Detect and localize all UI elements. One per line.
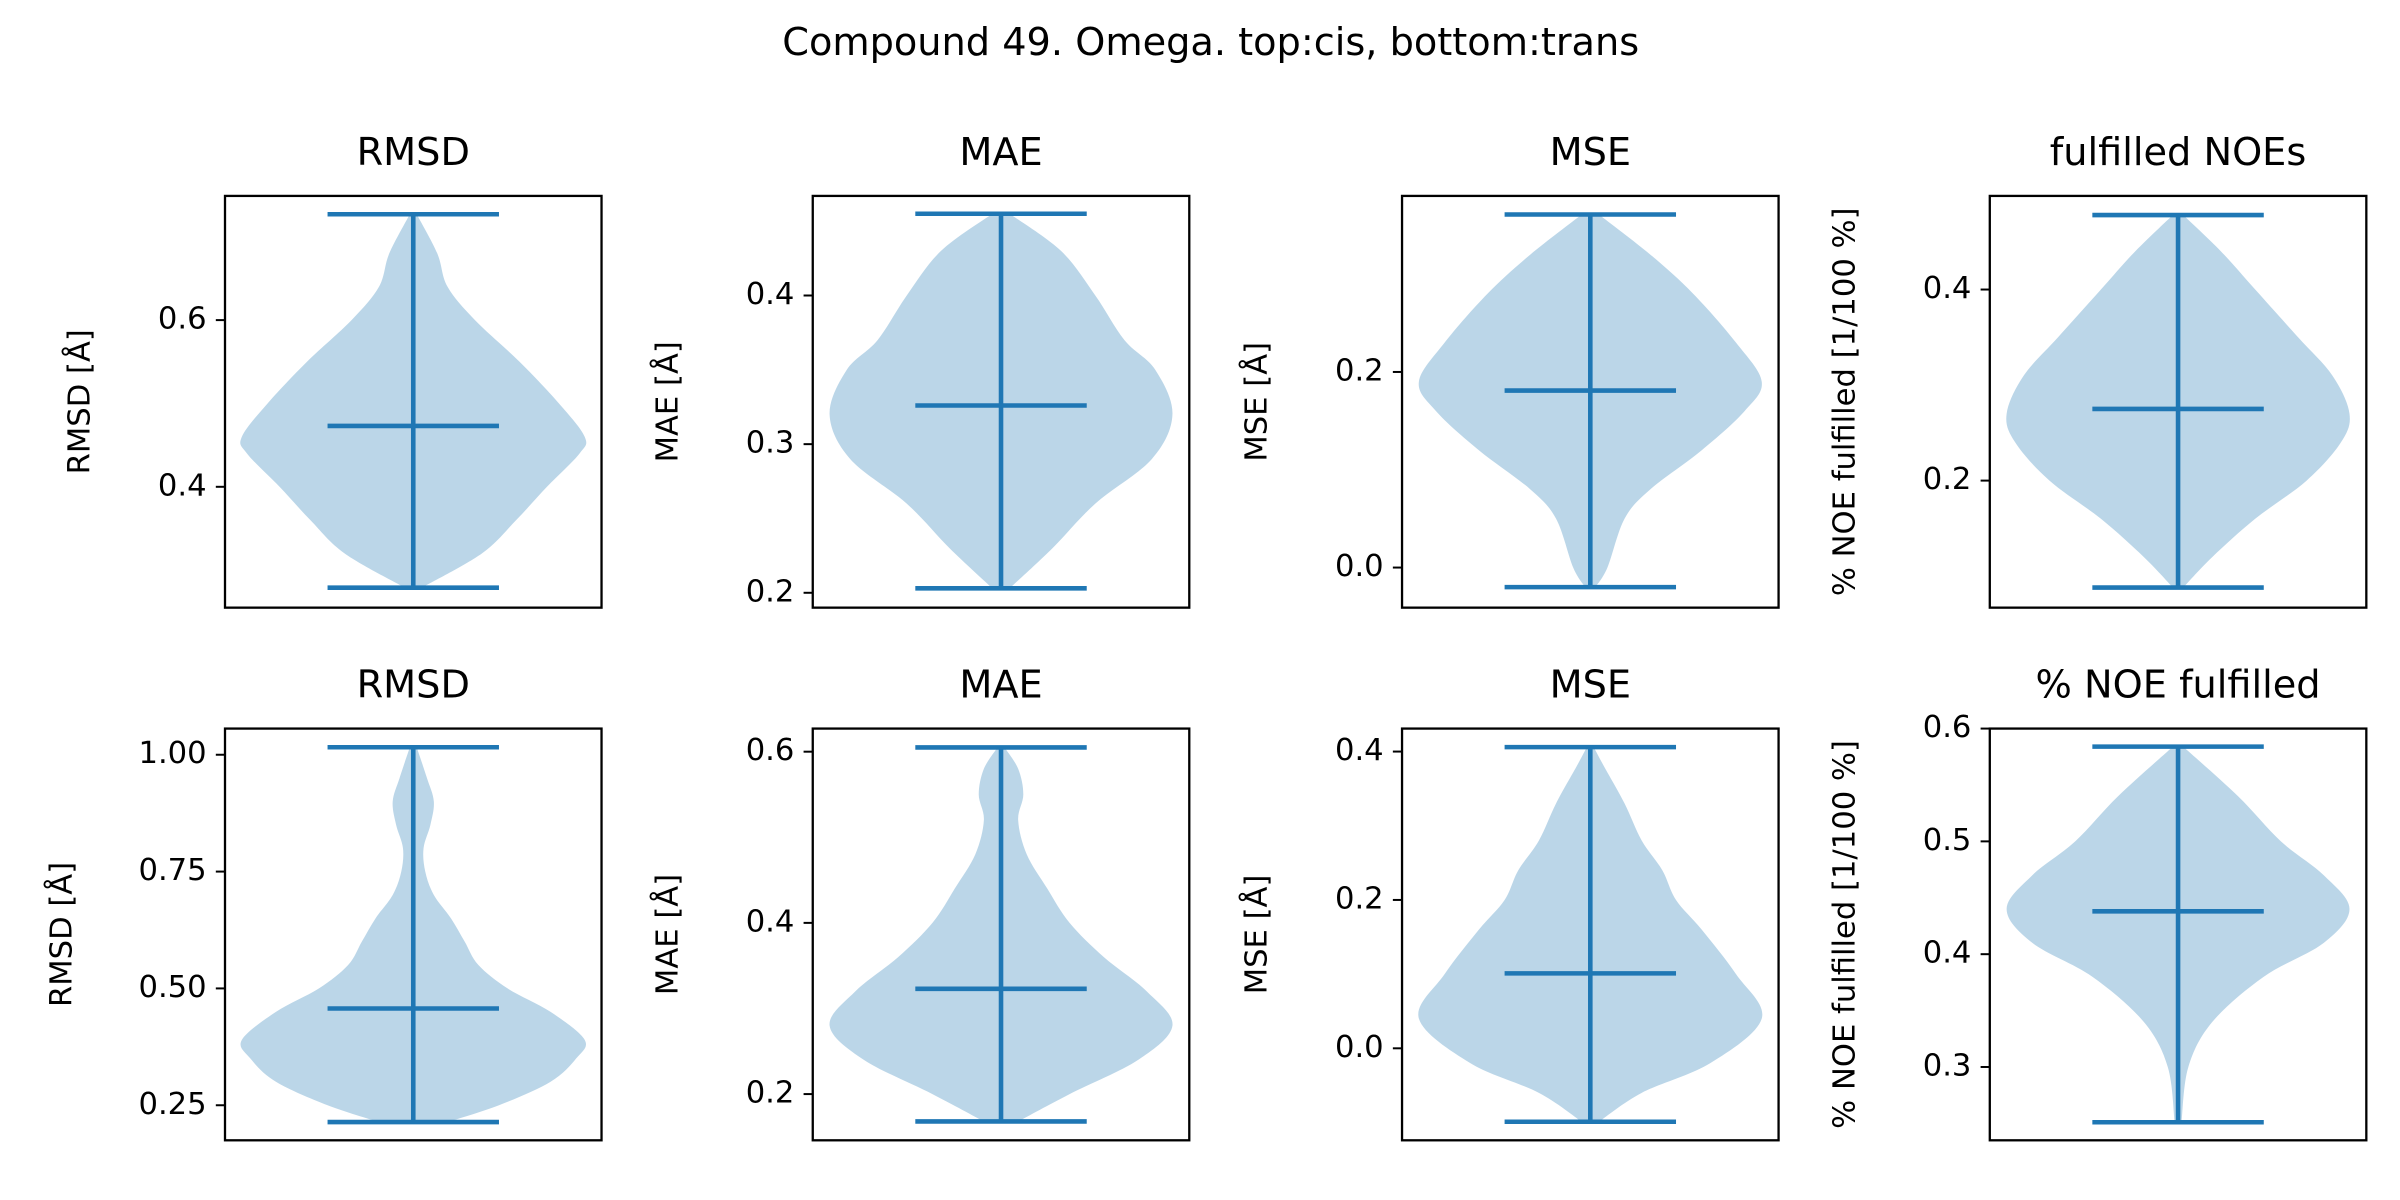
axes-title: % NOE fulfilled [2036,663,2321,708]
axes-frame [811,194,1191,609]
y-tick-label: 0.6 [746,733,795,768]
y-tick-label: 0.5 [1923,823,1972,858]
y-tick-label: 0.50 [138,970,206,1005]
axes-title: MAE [959,663,1042,708]
y-axis-label: % NOE fulfilled [1/100 %] [1827,207,1862,596]
axes-frame [1400,194,1780,609]
axes-frame [1988,727,2368,1142]
y-tick-label: 0.2 [746,1076,795,1111]
y-tick-label: 0.2 [1335,353,1384,388]
y-axis-label: MSE [Å] [1239,342,1275,462]
y-tick-label: 0.6 [158,302,207,337]
axes-title: fulfilled NOEs [2050,130,2306,175]
y-tick-label: 0.25 [138,1087,206,1122]
y-tick-label: 0.4 [1335,733,1384,768]
y-tick-label: 0.4 [1923,936,1972,971]
background [12,0,2388,1200]
y-tick-label: 0.4 [1923,271,1972,306]
y-tick-label: 0.2 [1335,881,1384,916]
y-tick-label: 0.0 [1335,549,1384,584]
axes-frame [223,194,603,609]
axes-title: MSE [1550,663,1631,708]
axes-frame [1400,727,1780,1142]
y-tick-label: 0.2 [746,574,795,609]
y-axis-label: MAE [Å] [649,874,685,995]
axes-frame [223,727,603,1142]
y-axis-label: MSE [Å] [1239,875,1275,995]
axes-title: RMSD [357,663,470,708]
y-tick-label: 0.4 [158,468,207,503]
y-tick-label: 0.3 [746,426,795,461]
axes-title: MAE [959,130,1042,175]
axes-title: MSE [1550,130,1631,175]
y-axis-label: RMSD [Å] [62,329,98,474]
y-axis-label: MAE [Å] [649,341,685,462]
y-tick-label: 0.2 [1923,462,1972,497]
axes-frame [811,727,1191,1142]
figure-title: Compound 49. Omega. top:cis, bottom:tran… [782,20,1639,65]
y-tick-label: 0.0 [1335,1030,1384,1065]
y-tick-label: 0.3 [1923,1048,1972,1083]
y-tick-label: 1.00 [138,736,206,771]
axes-title: RMSD [357,130,470,175]
y-tick-label: 0.75 [138,853,206,888]
y-tick-label: 0.4 [746,277,795,312]
y-axis-label: % NOE fulfilled [1/100 %] [1827,740,1862,1129]
y-axis-label: RMSD [Å] [43,862,79,1007]
y-tick-label: 0.6 [1923,710,1972,745]
y-tick-label: 0.4 [746,904,795,939]
axes-frame [1988,194,2368,609]
